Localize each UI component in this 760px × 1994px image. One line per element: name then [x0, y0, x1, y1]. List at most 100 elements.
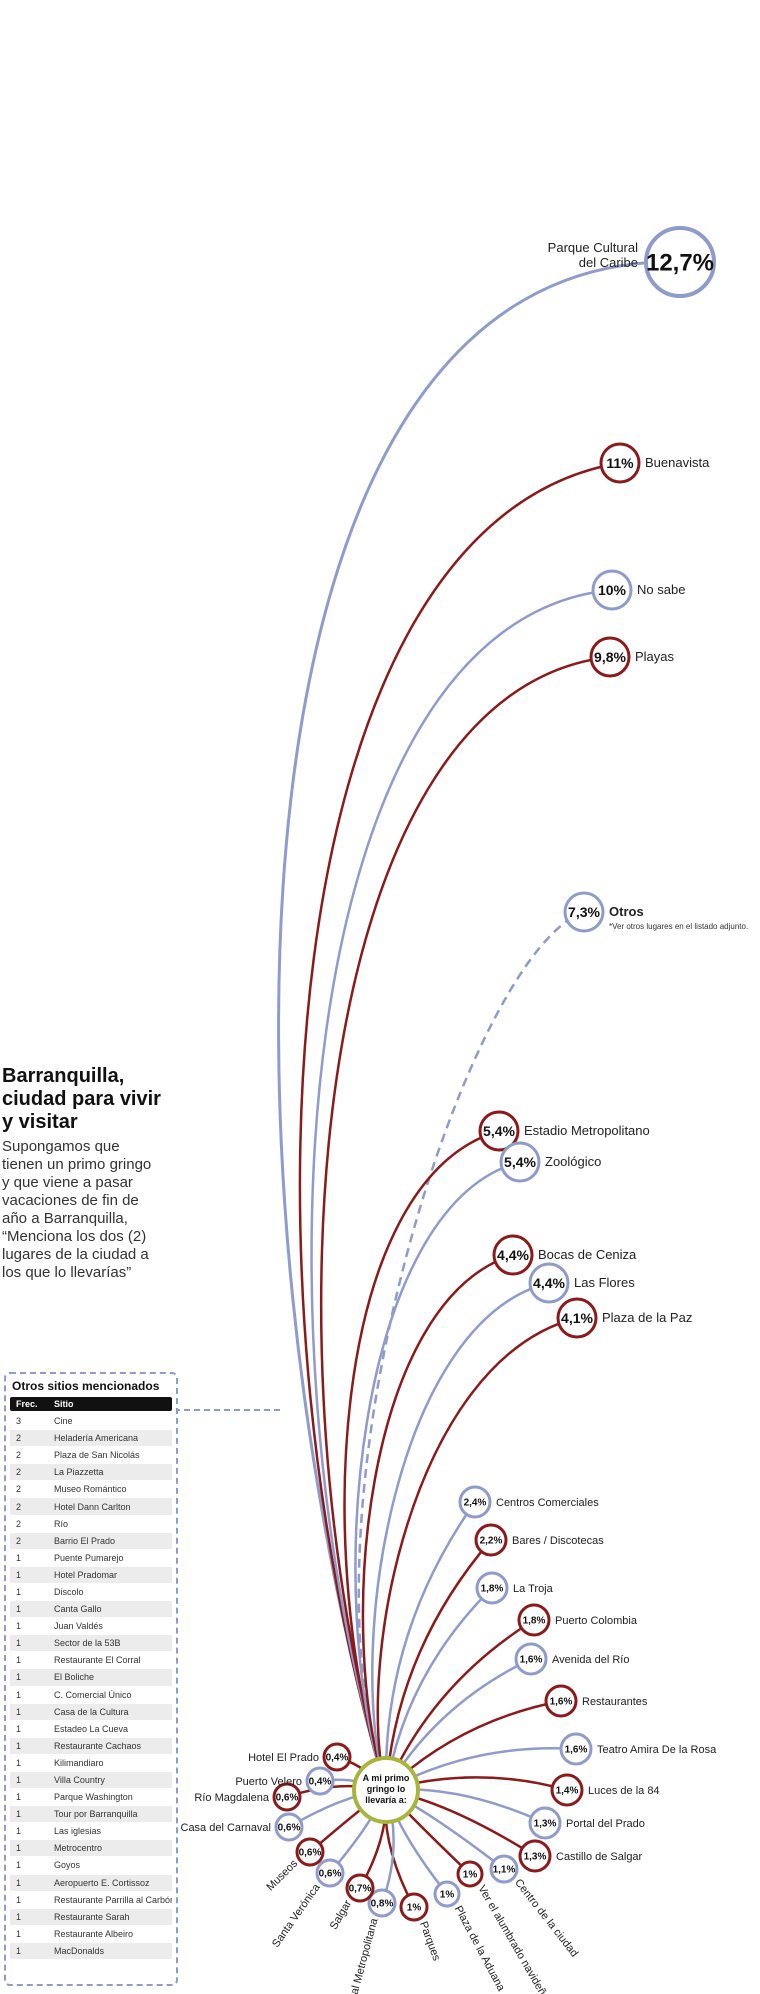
others-row-site: Restaurante El Corral — [54, 1655, 141, 1666]
place-node: 1,6% Teatro Amira De la Rosa — [559, 1732, 717, 1766]
value-label: 10% — [598, 582, 627, 598]
others-row-freq: 1 — [16, 1672, 22, 1683]
col-site-header: Sitio — [54, 1399, 74, 1409]
place-label: Castillo de Salgar — [556, 1851, 643, 1863]
value-label: 0,4% — [309, 1777, 332, 1788]
others-row: 1 Restaurante Cachaos — [10, 1737, 172, 1755]
others-row: 2 Hotel Dann Carlton — [10, 1498, 172, 1516]
others-row: 1 Parque Washington — [10, 1789, 172, 1807]
value-bubble — [478, 1110, 520, 1152]
hub-label-line: llevaría a: — [365, 1795, 407, 1805]
value-label: 0,6% — [278, 1823, 301, 1834]
others-row: 1 Sector de la 53B — [10, 1635, 172, 1653]
value-label: 1% — [440, 1890, 455, 1901]
place-node: 7,3% Otros *Ver otros lugares en el listad… — [563, 891, 748, 933]
others-row-freq: 2 — [16, 1484, 22, 1495]
place-node: 1,4% Luces de la 84 — [550, 1773, 660, 1807]
others-row-site: Restaurante Albeiro — [54, 1928, 134, 1939]
connector-line — [298, 461, 621, 1791]
others-row: 1 El Boliche — [10, 1669, 172, 1687]
others-row: 2 Plaza de San Nicolás — [10, 1447, 172, 1465]
others-row-site: Museo Romántico — [54, 1484, 127, 1495]
others-row-site: Cine — [54, 1416, 73, 1427]
place-node: 1,8% Puerto Colombia — [517, 1603, 638, 1637]
value-label: 1,6% — [550, 1697, 573, 1708]
value-bubble — [599, 442, 641, 484]
place-node: 2,4% Centros Comerciales — [458, 1485, 599, 1519]
page-title: Barranquilla, ciudad para vivir y visita… — [2, 1065, 161, 1133]
others-row-freq: 1 — [16, 1740, 22, 1751]
value-label: 1,6% — [520, 1655, 543, 1666]
connector-line — [384, 1501, 477, 1791]
place-node: 9,8% Playas — [589, 636, 675, 678]
others-row: 1 Estadeo La Cueva — [10, 1721, 172, 1738]
value-bubble — [518, 1839, 552, 1873]
others-row-site: Restaurante Parrilla al Carbón — [54, 1894, 172, 1905]
hub-label-line: gringo lo — [367, 1784, 406, 1794]
value-bubble — [475, 1571, 509, 1605]
others-row-freq: 1 — [16, 1928, 22, 1939]
others-row-site: Tour por Barranquilla — [54, 1809, 138, 1820]
others-row: 1 Goyos — [10, 1857, 172, 1875]
others-row-site: Barrio El Prado — [54, 1535, 116, 1546]
others-row: 2 Museo Romántico — [10, 1481, 172, 1499]
others-row: 3 Cine — [10, 1413, 172, 1431]
others-row-freq: 3 — [16, 1416, 22, 1427]
others-row-site: Metrocentro — [54, 1843, 103, 1854]
place-node: 4,1% Plaza de la Paz — [556, 1297, 692, 1339]
value-bubble — [528, 1806, 562, 1840]
value-bubble — [295, 1837, 325, 1867]
others-row-freq: 1 — [16, 1894, 22, 1905]
value-bubble — [315, 1858, 345, 1888]
others-row-freq: 2 — [16, 1518, 22, 1529]
col-freq-header: Frec. — [16, 1399, 38, 1409]
place-label: Playas — [635, 649, 675, 664]
others-row-site: Casa de la Cultura — [54, 1706, 129, 1717]
value-bubble — [322, 1742, 352, 1772]
value-bubble — [591, 569, 633, 611]
place-node: 1,3% Portal del Prado — [528, 1806, 645, 1840]
others-row-freq: 2 — [16, 1535, 22, 1546]
intro-block: Barranquilla, ciudad para vivir y visita… — [2, 1065, 162, 1282]
value-bubble — [514, 1642, 548, 1676]
value-label: 5,4% — [483, 1123, 515, 1139]
others-row: 1 Hotel Pradomar — [10, 1566, 172, 1584]
others-row: 1 Metrocentro — [10, 1840, 172, 1858]
value-label: 0,7% — [349, 1884, 372, 1895]
value-bubble — [492, 1234, 534, 1276]
place-label: Casa del Carnaval — [181, 1822, 272, 1834]
place-node: 0,6% Casa del Carnaval — [181, 1812, 304, 1842]
value-label: 0,6% — [319, 1869, 342, 1880]
place-node: 12,7% Parque Cultural del Caribe — [548, 226, 716, 298]
value-label: 1,3% — [524, 1852, 547, 1863]
value-label: 0,6% — [276, 1793, 299, 1804]
place-label: Buenavista — [645, 455, 710, 470]
others-row: 1 Canta Gallo — [10, 1601, 172, 1619]
others-row: 1 Kilimandiaro — [10, 1755, 172, 1772]
place-node: 1% Parques — [399, 1892, 442, 1963]
value-label: 0,6% — [299, 1848, 322, 1859]
others-row-site: La Piazzetta — [54, 1467, 104, 1478]
others-row-freq: 2 — [16, 1433, 22, 1444]
others-row-site: Kilimandiaro — [54, 1757, 104, 1768]
others-row-site: Sector de la 53B — [54, 1638, 121, 1649]
others-row-freq: 1 — [16, 1706, 22, 1717]
value-bubble — [563, 891, 605, 933]
others-row: 2 Barrio El Prado — [10, 1532, 172, 1550]
place-node: 2,2% Bares / Discotecas — [474, 1523, 604, 1557]
others-row: 1 C. Comercial Único — [10, 1687, 172, 1704]
place-nodes: 12,7% Parque Cultural del Caribe 11% Buenavi… — [181, 226, 748, 1994]
others-row-site: Aeropuerto E. Cortissoz — [54, 1877, 150, 1888]
place-node: 1,8% La Troja — [475, 1571, 554, 1605]
others-row-freq: 1 — [16, 1689, 22, 1700]
value-label: 1% — [407, 1903, 422, 1914]
value-label: 12,7% — [646, 250, 714, 277]
place-label: No sabe — [637, 582, 685, 597]
place-node: 1,3% Castillo de Salgar — [518, 1839, 643, 1873]
others-row: 2 La Piazzetta — [10, 1464, 172, 1482]
others-row: 1 Las iglesias — [10, 1823, 172, 1841]
value-bubble — [272, 1782, 302, 1812]
value-bubble — [528, 1262, 570, 1304]
